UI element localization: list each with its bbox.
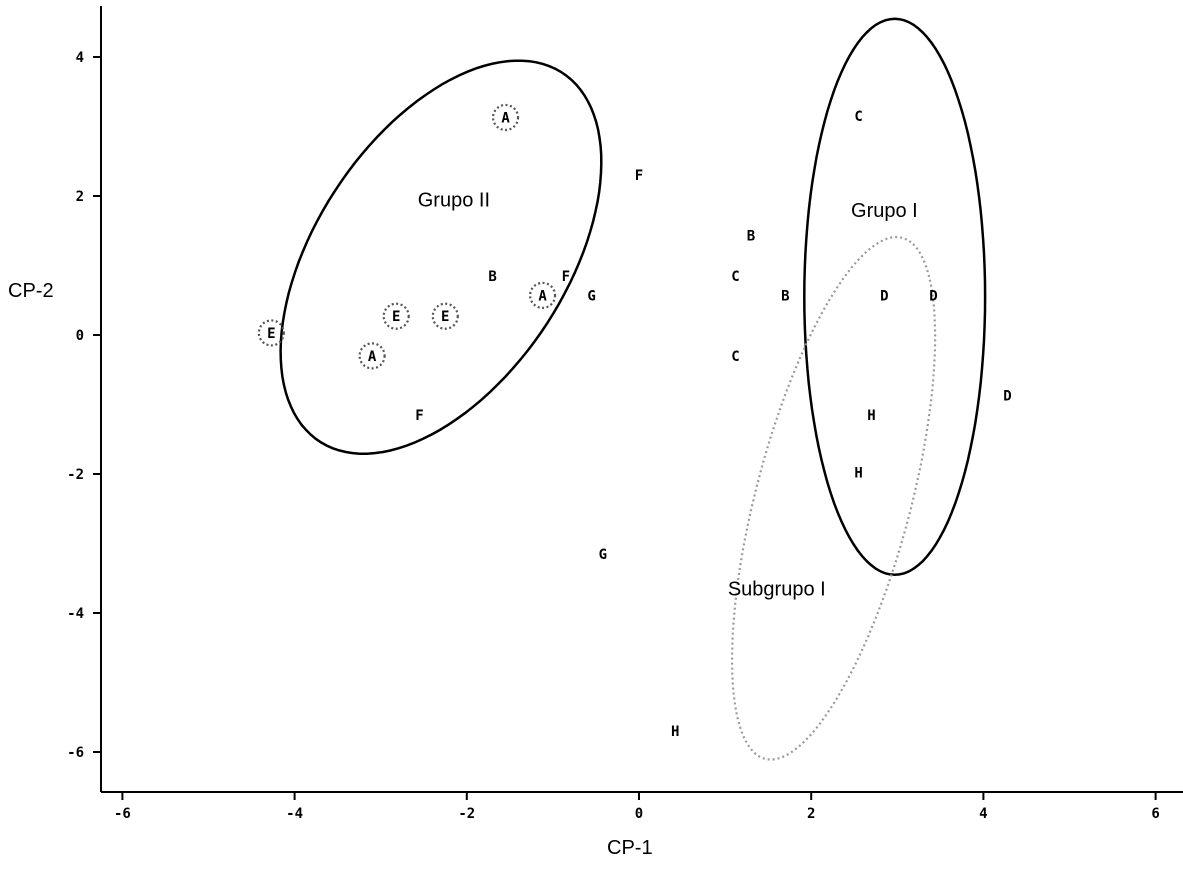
x-tick-label: 0 xyxy=(635,806,643,822)
x-tick-label: 2 xyxy=(807,806,815,822)
point-highlight-ring xyxy=(431,302,459,330)
y-tick-label: 4 xyxy=(76,50,84,66)
point-f: F xyxy=(415,408,423,424)
point-a: A xyxy=(368,349,377,365)
point-g: G xyxy=(599,547,607,563)
y-axis-title: CP-2 xyxy=(8,280,54,302)
x-tick-label: 4 xyxy=(979,806,987,822)
point-highlight-ring xyxy=(528,281,557,309)
point-b: B xyxy=(488,269,496,285)
point-b: B xyxy=(747,229,755,245)
y-tick-label: 2 xyxy=(76,189,84,205)
point-c: C xyxy=(731,349,739,365)
point-f: F xyxy=(635,168,643,184)
grupo-ii-ellipse xyxy=(279,59,603,455)
point-d: D xyxy=(929,288,937,304)
grupo-i-ellipse xyxy=(803,17,987,577)
point-d: D xyxy=(880,288,888,304)
group-ellipses xyxy=(279,17,987,761)
point-e: E xyxy=(392,309,400,325)
y-tick-label: 0 xyxy=(76,328,84,344)
point-e: E xyxy=(267,326,275,342)
point-a: A xyxy=(501,110,510,126)
y-tick-label: -2 xyxy=(67,467,84,483)
y-tick-label: -4 xyxy=(67,606,84,622)
x-tick-label: -2 xyxy=(458,806,475,822)
point-a: A xyxy=(538,288,547,304)
point-highlight-ring xyxy=(358,342,386,370)
ticks: -6 -4 -2 0 2 4 6 -6 -4 -2 0 2 4 xyxy=(67,50,1160,822)
point-h: H xyxy=(671,724,679,740)
point-highlight-ring xyxy=(491,103,520,132)
subgrupo-i-ellipse xyxy=(731,235,937,761)
point-c: C xyxy=(731,269,739,285)
x-tick-label: -6 xyxy=(114,806,131,822)
subgrupo-i-label: Subgrupo I xyxy=(728,579,826,601)
point-h: H xyxy=(867,408,875,424)
group-labels: Grupo II Grupo I Subgrupo I xyxy=(418,189,918,600)
point-c: C xyxy=(854,109,862,125)
x-axis-title: CP-1 xyxy=(607,837,653,859)
point-d: D xyxy=(1003,388,1011,404)
point-f: F xyxy=(562,269,570,285)
point-b: B xyxy=(781,288,789,304)
grupo-ii-label: Grupo II xyxy=(418,189,490,211)
point-g: G xyxy=(587,288,595,304)
y-tick-label: -6 xyxy=(67,745,84,761)
point-h: H xyxy=(854,466,862,482)
x-tick-label: 6 xyxy=(1151,806,1159,822)
axes xyxy=(100,6,1183,793)
grupo-i-label: Grupo I xyxy=(851,200,918,222)
point-e: E xyxy=(441,309,449,325)
point-highlight-ring xyxy=(382,302,410,330)
x-tick-label: -4 xyxy=(286,806,303,822)
point-highlight-ring xyxy=(257,319,285,347)
